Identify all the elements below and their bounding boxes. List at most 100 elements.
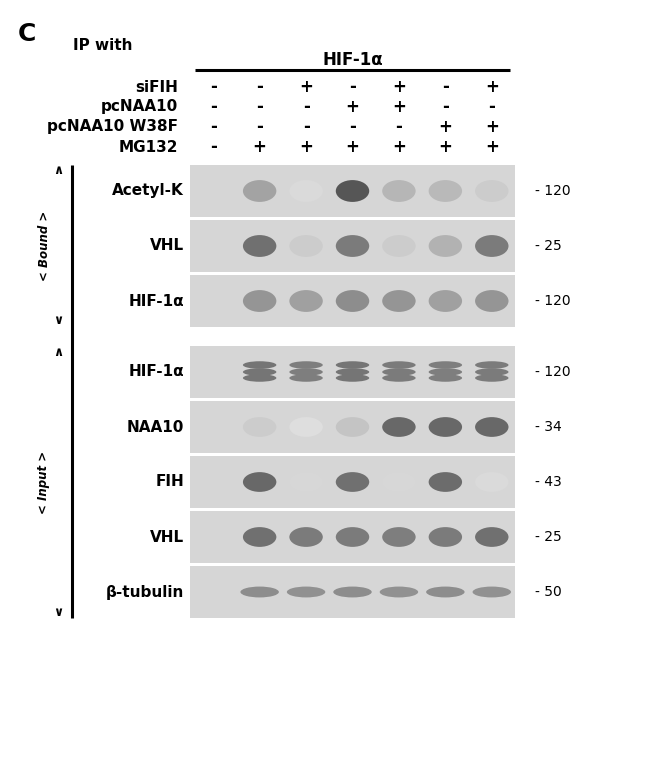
- Text: +: +: [346, 138, 359, 156]
- Ellipse shape: [336, 527, 369, 547]
- Text: +: +: [485, 78, 499, 96]
- Text: ∨: ∨: [53, 605, 63, 619]
- Ellipse shape: [428, 472, 462, 492]
- Text: -: -: [256, 78, 263, 96]
- Ellipse shape: [336, 235, 369, 257]
- Text: -: -: [395, 118, 402, 136]
- Text: -: -: [303, 118, 309, 136]
- Text: -: -: [210, 118, 216, 136]
- Text: +: +: [392, 78, 406, 96]
- Text: - 25: - 25: [535, 530, 562, 544]
- Ellipse shape: [289, 368, 323, 376]
- Ellipse shape: [382, 374, 415, 381]
- Bar: [190, 165, 515, 217]
- Text: +: +: [299, 78, 313, 96]
- Ellipse shape: [382, 527, 415, 547]
- Ellipse shape: [243, 374, 276, 381]
- Text: - 120: - 120: [535, 365, 571, 379]
- Ellipse shape: [243, 180, 276, 202]
- Text: FIH: FIH: [155, 474, 184, 490]
- Text: -: -: [210, 78, 216, 96]
- Bar: [190, 566, 515, 618]
- Ellipse shape: [475, 290, 508, 312]
- Ellipse shape: [473, 587, 511, 597]
- Text: VHL: VHL: [150, 530, 184, 544]
- Ellipse shape: [336, 361, 369, 369]
- Ellipse shape: [289, 417, 323, 437]
- Ellipse shape: [289, 527, 323, 547]
- Ellipse shape: [428, 361, 462, 369]
- Text: NAA10: NAA10: [127, 420, 184, 434]
- Text: ∧: ∧: [53, 165, 63, 178]
- Ellipse shape: [382, 417, 415, 437]
- Ellipse shape: [382, 235, 415, 257]
- Text: +: +: [392, 138, 406, 156]
- Bar: [190, 511, 515, 563]
- Ellipse shape: [428, 290, 462, 312]
- Ellipse shape: [428, 368, 462, 376]
- Text: IP with: IP with: [73, 37, 133, 52]
- Text: - 43: - 43: [535, 475, 562, 489]
- Ellipse shape: [428, 374, 462, 381]
- Ellipse shape: [336, 374, 369, 381]
- Ellipse shape: [336, 472, 369, 492]
- Text: siFIH: siFIH: [135, 80, 178, 94]
- Ellipse shape: [428, 417, 462, 437]
- Ellipse shape: [382, 180, 415, 202]
- Ellipse shape: [475, 527, 508, 547]
- Text: VHL: VHL: [150, 239, 184, 254]
- Text: -: -: [349, 78, 356, 96]
- Text: +: +: [253, 138, 266, 156]
- Text: C: C: [18, 22, 36, 46]
- Ellipse shape: [475, 235, 508, 257]
- Text: - 120: - 120: [535, 294, 571, 308]
- Text: -: -: [256, 98, 263, 116]
- Ellipse shape: [243, 472, 276, 492]
- Ellipse shape: [382, 361, 415, 369]
- Ellipse shape: [289, 374, 323, 381]
- Text: +: +: [438, 138, 452, 156]
- Ellipse shape: [336, 180, 369, 202]
- Ellipse shape: [336, 290, 369, 312]
- Ellipse shape: [475, 472, 508, 492]
- Ellipse shape: [380, 587, 418, 597]
- Text: +: +: [299, 138, 313, 156]
- Text: -: -: [256, 118, 263, 136]
- Bar: [190, 346, 515, 398]
- Ellipse shape: [289, 290, 323, 312]
- Ellipse shape: [475, 374, 508, 381]
- Ellipse shape: [475, 368, 508, 376]
- Text: pcNAA10: pcNAA10: [101, 100, 178, 115]
- Ellipse shape: [240, 587, 279, 597]
- Text: +: +: [485, 118, 499, 136]
- Ellipse shape: [289, 361, 323, 369]
- Text: -: -: [210, 138, 216, 156]
- Ellipse shape: [289, 180, 323, 202]
- Ellipse shape: [243, 527, 276, 547]
- Text: < Bound >: < Bound >: [38, 211, 51, 281]
- Text: -: -: [303, 98, 309, 116]
- Ellipse shape: [243, 417, 276, 437]
- Ellipse shape: [428, 527, 462, 547]
- Ellipse shape: [336, 368, 369, 376]
- Ellipse shape: [426, 587, 465, 597]
- Text: HIF-1α: HIF-1α: [129, 293, 184, 309]
- Ellipse shape: [287, 587, 325, 597]
- Ellipse shape: [243, 290, 276, 312]
- Text: < Input >: < Input >: [38, 450, 51, 513]
- Text: - 50: - 50: [535, 585, 562, 599]
- Ellipse shape: [382, 290, 415, 312]
- Text: +: +: [438, 118, 452, 136]
- Ellipse shape: [428, 180, 462, 202]
- Text: - 25: - 25: [535, 239, 562, 253]
- Text: -: -: [442, 98, 448, 116]
- Text: MG132: MG132: [118, 140, 178, 154]
- Text: +: +: [485, 138, 499, 156]
- Text: - 34: - 34: [535, 420, 562, 434]
- Ellipse shape: [333, 587, 372, 597]
- Ellipse shape: [243, 368, 276, 376]
- Bar: [190, 401, 515, 453]
- Text: HIF-1α: HIF-1α: [129, 364, 184, 380]
- Text: ∧: ∧: [53, 346, 63, 359]
- Ellipse shape: [382, 368, 415, 376]
